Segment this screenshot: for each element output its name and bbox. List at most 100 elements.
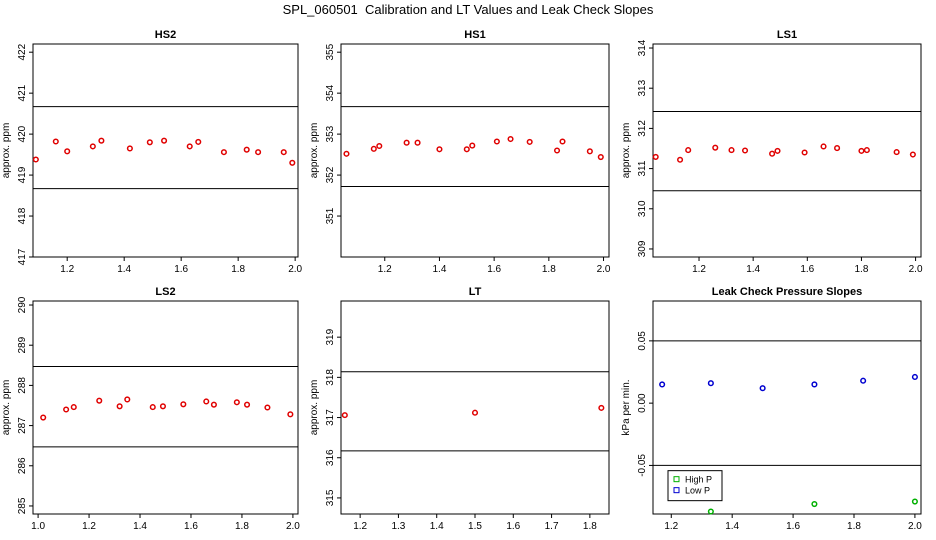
- data-point: [820, 143, 827, 150]
- data-point: [233, 399, 240, 406]
- plot-frame: [340, 300, 610, 515]
- data-point: [146, 139, 153, 146]
- x-tick-label: 1.2: [353, 521, 367, 532]
- data-point: [40, 414, 47, 421]
- y-tick-label: 309: [637, 240, 648, 257]
- x-tick-label: 1.8: [583, 521, 597, 532]
- chart-panel-3: LS1 approx. ppm 1.2 1.4 1.6 1.8 2.0 309 310 311 31…: [621, 29, 923, 275]
- data-point: [341, 412, 348, 419]
- y-tick-label: 421: [17, 84, 28, 101]
- data-point: [243, 401, 251, 408]
- data-point: [893, 149, 900, 156]
- data-point: [774, 147, 781, 154]
- data-point: [243, 146, 250, 153]
- plot-frame: [32, 43, 299, 258]
- y-tick-label: 288: [17, 377, 28, 394]
- data-point: [52, 138, 59, 145]
- x-tick-label: 1.7: [545, 521, 559, 532]
- x-tick-label: 1.8: [235, 521, 249, 532]
- x-tick-label: 1.6: [184, 521, 198, 532]
- y-tick-label: 354: [325, 84, 336, 101]
- data-point: [493, 138, 500, 145]
- data-point: [116, 403, 123, 410]
- plot-frame: [340, 43, 610, 258]
- data-point: [863, 147, 870, 154]
- y-tick-label: 0.00: [637, 393, 648, 413]
- y-tick-label: 286: [17, 457, 28, 474]
- data-point: [370, 145, 377, 152]
- data-point: [280, 149, 287, 156]
- y-axis-label: approx. ppm: [1, 380, 12, 436]
- data-point: [471, 409, 479, 416]
- data-point: [598, 404, 605, 411]
- data-point: [89, 143, 96, 150]
- data-point: [343, 150, 350, 157]
- data-point: [70, 404, 77, 411]
- data-point: [858, 147, 865, 154]
- legend-marker: [673, 476, 680, 483]
- chart-title: LS2: [155, 286, 175, 298]
- y-tick-label: 352: [325, 166, 336, 183]
- x-tick-label: 1.8: [542, 264, 556, 275]
- y-tick-label: 355: [325, 43, 336, 60]
- data-point: [707, 380, 714, 387]
- x-tick-label: 2.0: [908, 521, 922, 532]
- x-tick-label: 1.2: [82, 521, 96, 532]
- data-point: [685, 147, 692, 154]
- data-point: [64, 148, 71, 155]
- data-point: [652, 153, 659, 160]
- data-point: [911, 498, 918, 505]
- y-tick-label: 420: [17, 125, 28, 142]
- x-tick-label: 1.3: [391, 521, 405, 532]
- y-axis-label: approx. ppm: [621, 123, 632, 179]
- chart-panel-5: LT approx. ppm 1.2 1.3 1.4 1.5 1.6 1.7 1.8 315 316…: [309, 286, 610, 532]
- x-tick-label: 1.6: [786, 521, 800, 532]
- y-tick-label: 417: [17, 248, 28, 265]
- x-tick-label: 1.6: [487, 264, 501, 275]
- x-tick-label: 2.0: [909, 264, 923, 275]
- x-tick-label: 1.0: [31, 521, 45, 532]
- plot-frame: [32, 300, 299, 515]
- data-point: [210, 401, 217, 408]
- y-tick-label: 287: [17, 417, 28, 434]
- plot-frame: [652, 300, 922, 515]
- data-point: [32, 156, 39, 163]
- x-tick-label: 1.4: [117, 264, 131, 275]
- data-point: [559, 138, 566, 145]
- y-tick-label: 419: [17, 166, 28, 183]
- data-point: [126, 145, 133, 152]
- data-point: [659, 381, 666, 388]
- y-tick-label: 310: [637, 200, 648, 217]
- y-tick-label: 418: [17, 207, 28, 224]
- chart-title: LS1: [777, 29, 797, 41]
- y-axis-label: kPa per min.: [621, 379, 632, 435]
- x-tick-label: 1.2: [378, 264, 392, 275]
- chart-panel-4: LS2 approx. ppm 1.0 1.2 1.4 1.6 1.8 2.0 285 286 28…: [1, 286, 300, 532]
- legend-marker: [673, 487, 680, 494]
- data-point: [289, 159, 296, 166]
- data-point: [264, 404, 271, 411]
- y-tick-label: 0.05: [637, 331, 648, 351]
- data-point: [376, 142, 383, 150]
- y-tick-label: 312: [637, 120, 648, 137]
- x-tick-label: 1.4: [725, 521, 739, 532]
- data-point: [124, 396, 131, 403]
- data-point: [180, 401, 187, 408]
- data-point: [707, 508, 714, 515]
- y-axis-label: approx. ppm: [309, 123, 320, 179]
- data-point: [834, 145, 841, 152]
- x-tick-label: 1.2: [60, 264, 74, 275]
- data-point: [526, 138, 533, 145]
- data-point: [195, 138, 202, 145]
- data-point: [801, 149, 808, 156]
- data-point: [553, 147, 561, 154]
- y-axis-label: approx. ppm: [1, 123, 12, 179]
- data-point: [463, 146, 470, 153]
- y-tick-label: 313: [637, 79, 648, 96]
- x-tick-label: 1.8: [854, 264, 868, 275]
- data-point: [728, 147, 735, 154]
- data-point: [677, 156, 684, 163]
- x-tick-label: 2.0: [288, 264, 302, 275]
- data-point: [911, 373, 918, 381]
